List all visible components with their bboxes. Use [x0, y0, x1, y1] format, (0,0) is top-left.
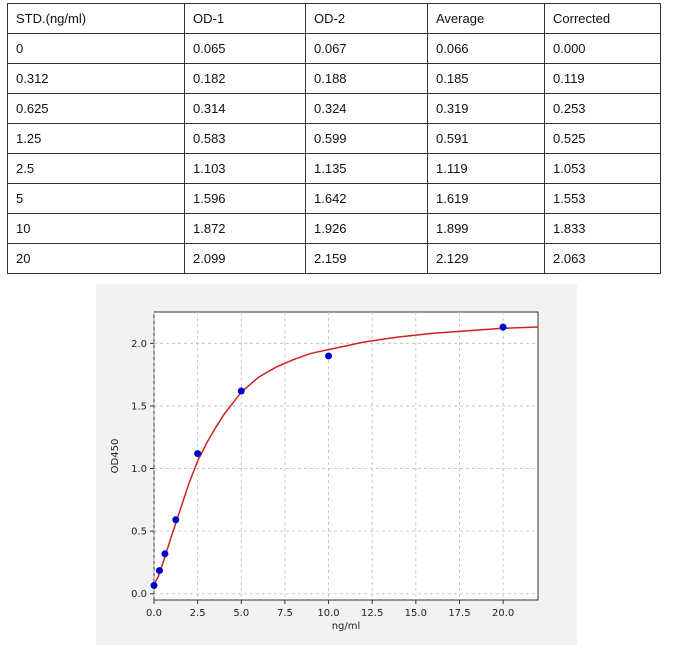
- y-tick-label: 2.0: [131, 339, 147, 350]
- cell-std: 20: [7, 243, 185, 274]
- table-header-row: STD.(ng/ml) OD-1 OD-2 Average Corrected: [7, 3, 661, 34]
- x-tick-label: 20.0: [492, 608, 514, 619]
- cell-std: 5: [7, 183, 185, 214]
- cell-corrected: 1.053: [544, 153, 661, 184]
- table-row: 5 1.596 1.642 1.619 1.553: [7, 183, 661, 214]
- cell-od1: 2.099: [184, 243, 306, 274]
- cell-od2: 2.159: [305, 243, 428, 274]
- y-tick-label: 1.5: [131, 401, 147, 412]
- cell-std: 0.312: [7, 63, 185, 94]
- cell-corrected: 0.119: [544, 63, 661, 94]
- header-average: Average: [427, 3, 545, 34]
- cell-average: 0.591: [427, 123, 545, 154]
- cell-average: 2.129: [427, 243, 545, 274]
- cell-od2: 0.188: [305, 63, 428, 94]
- cell-average: 0.066: [427, 33, 545, 64]
- cell-average: 0.185: [427, 63, 545, 94]
- x-tick-label: 2.5: [190, 608, 206, 619]
- cell-average: 0.319: [427, 93, 545, 124]
- header-od1: OD-1: [184, 3, 306, 34]
- cell-std: 1.25: [7, 123, 185, 154]
- cell-std: 0: [7, 33, 185, 64]
- y-tick-label: 1.0: [131, 464, 147, 475]
- table-row: 0.312 0.182 0.188 0.185 0.119: [7, 63, 661, 94]
- x-tick-label: 10.0: [317, 608, 339, 619]
- data-point: [499, 323, 507, 331]
- data-point: [325, 352, 333, 360]
- cell-od2: 0.599: [305, 123, 428, 154]
- data-point: [155, 567, 163, 575]
- x-tick-label: 0.0: [146, 608, 162, 619]
- cell-od1: 0.182: [184, 63, 306, 94]
- y-tick-label: 0.5: [131, 527, 147, 538]
- cell-std: 2.5: [7, 153, 185, 184]
- cell-od1: 0.583: [184, 123, 306, 154]
- data-point: [161, 550, 169, 558]
- cell-corrected: 1.833: [544, 213, 661, 244]
- chart-svg: 0.0 2.5 5.0 7.5 10.0 12.5 15.0 17.5 20.0 0.0 0.5 1.…: [110, 311, 539, 632]
- table-row: 2.5 1.103 1.135 1.119 1.053: [7, 153, 661, 184]
- cell-std: 0.625: [7, 93, 185, 124]
- table-row: 20 2.099 2.159 2.129 2.063: [7, 243, 661, 274]
- cell-od2: 1.642: [305, 183, 428, 214]
- cell-corrected: 0.525: [544, 123, 661, 154]
- y-axis-label: OD450: [110, 439, 121, 474]
- cell-corrected: 2.063: [544, 243, 661, 274]
- cell-od2: 1.926: [305, 213, 428, 244]
- standard-curve-table: STD.(ng/ml) OD-1 OD-2 Average Corrected …: [7, 3, 661, 274]
- data-point: [194, 450, 202, 458]
- x-tick-label: 7.5: [277, 608, 293, 619]
- cell-average: 1.119: [427, 153, 545, 184]
- table-row: 0 0.065 0.067 0.066 0.000: [7, 33, 661, 64]
- x-tick-label: 5.0: [233, 608, 249, 619]
- cell-od1: 1.596: [184, 183, 306, 214]
- table-row: 0.625 0.314 0.324 0.319 0.253: [7, 93, 661, 124]
- standard-curve-chart: 0.0 2.5 5.0 7.5 10.0 12.5 15.0 17.5 20.0 0.0 0.5 1.…: [96, 284, 577, 645]
- header-od2: OD-2: [305, 3, 428, 34]
- cell-od1: 0.314: [184, 93, 306, 124]
- table-row: 1.25 0.583 0.599 0.591 0.525: [7, 123, 661, 154]
- grid-lines: [153, 312, 538, 600]
- x-tick-label: 17.5: [448, 608, 470, 619]
- x-tick-label: 15.0: [405, 608, 427, 619]
- cell-corrected: 1.553: [544, 183, 661, 214]
- cell-od1: 0.065: [184, 33, 306, 64]
- data-point: [237, 387, 245, 395]
- cell-corrected: 0.000: [544, 33, 661, 64]
- plot-area: [153, 311, 539, 601]
- cell-od2: 0.324: [305, 93, 428, 124]
- cell-od2: 1.135: [305, 153, 428, 184]
- data-point: [150, 581, 158, 589]
- y-tick-label: 0.0: [131, 589, 147, 600]
- cell-std: 10: [7, 213, 185, 244]
- data-points: [150, 323, 507, 589]
- axis-ticks: 0.0 2.5 5.0 7.5 10.0 12.5 15.0 17.5 20.0 0.0 0.5 1.…: [131, 339, 514, 619]
- x-axis-label: ng/ml: [332, 621, 361, 632]
- x-tick-label: 12.5: [361, 608, 383, 619]
- cell-average: 1.899: [427, 213, 545, 244]
- cell-od1: 1.103: [184, 153, 306, 184]
- cell-average: 1.619: [427, 183, 545, 214]
- table-row: 10 1.872 1.926 1.899 1.833: [7, 213, 661, 244]
- header-std: STD.(ng/ml): [7, 3, 185, 34]
- cell-od1: 1.872: [184, 213, 306, 244]
- data-point: [172, 516, 180, 524]
- cell-od2: 0.067: [305, 33, 428, 64]
- header-corrected: Corrected: [544, 3, 661, 34]
- cell-corrected: 0.253: [544, 93, 661, 124]
